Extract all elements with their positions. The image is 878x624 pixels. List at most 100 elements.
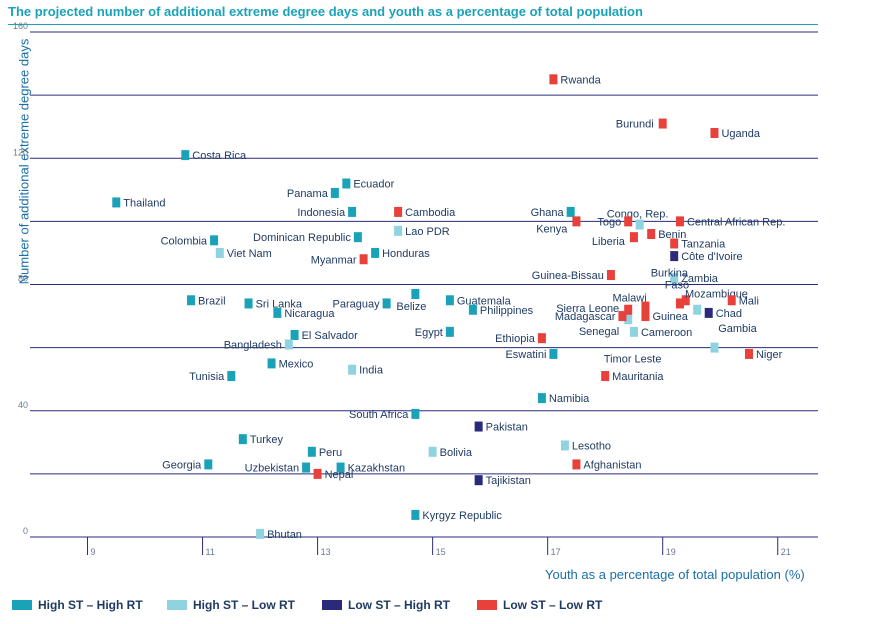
data-point bbox=[411, 509, 420, 520]
point-label: Bolivia bbox=[440, 447, 473, 459]
x-axis-label: Youth as a percentage of total populatio… bbox=[545, 567, 805, 582]
data-point bbox=[624, 304, 633, 315]
y-tick-label: 80 bbox=[18, 274, 28, 284]
point-label: Turkey bbox=[250, 434, 284, 446]
point-label: Malawi bbox=[612, 293, 646, 305]
legend: High ST – High RT High ST – Low RT Low ST … bbox=[12, 598, 632, 612]
data-point bbox=[394, 206, 403, 217]
point-label: Cambodia bbox=[405, 207, 456, 219]
data-point bbox=[215, 247, 224, 258]
chart-title: The projected number of additional extre… bbox=[8, 4, 643, 19]
point-label: Benin bbox=[658, 229, 686, 241]
data-point bbox=[313, 468, 322, 479]
data-point bbox=[474, 421, 483, 432]
point-label: Peru bbox=[319, 447, 342, 459]
y-tick-label: 120 bbox=[13, 147, 28, 157]
point-label: Togo bbox=[597, 216, 621, 228]
point-label: Indonesia bbox=[297, 207, 346, 219]
data-point bbox=[624, 314, 633, 325]
legend-label: Low ST – High RT bbox=[348, 598, 450, 612]
point-label: India bbox=[359, 365, 384, 377]
point-label: Côte d'Ivoire bbox=[681, 251, 742, 263]
point-label: Nicaragua bbox=[284, 308, 335, 320]
data-point bbox=[681, 295, 690, 306]
data-point bbox=[710, 342, 719, 353]
data-point bbox=[238, 434, 247, 445]
legend-label: Low ST – Low RT bbox=[503, 598, 603, 612]
point-label: Myanmar bbox=[311, 254, 357, 266]
point-label: Madagascar bbox=[555, 311, 616, 323]
point-label: Mauritania bbox=[612, 371, 664, 383]
point-label: Rwanda bbox=[560, 74, 601, 86]
point-label: Colombia bbox=[161, 235, 208, 247]
data-point bbox=[181, 150, 190, 161]
point-label: Afghanistan bbox=[583, 459, 641, 471]
data-point bbox=[641, 311, 650, 322]
data-point bbox=[353, 232, 362, 243]
data-point bbox=[428, 446, 437, 457]
data-point bbox=[549, 348, 558, 359]
point-label: Lao PDR bbox=[405, 226, 450, 238]
x-tick-label: 19 bbox=[666, 547, 676, 557]
legend-item: High ST – Low RT bbox=[167, 598, 322, 612]
legend-swatch bbox=[167, 600, 187, 610]
data-point bbox=[658, 118, 667, 129]
point-label: Faso bbox=[665, 279, 689, 291]
x-tick-label: 11 bbox=[206, 547, 215, 557]
data-point bbox=[411, 408, 420, 419]
point-label: Ecuador bbox=[353, 179, 394, 191]
data-point bbox=[727, 295, 736, 306]
data-point bbox=[710, 128, 719, 138]
data-point bbox=[227, 371, 236, 382]
scatter-plot: 0 40 80 120 160 9 11 13 15 17 19 21 Costa Rica Thaila… bbox=[13, 21, 818, 557]
legend-item: High ST – High RT bbox=[12, 598, 167, 612]
point-label: Bangladesh bbox=[224, 339, 282, 351]
point-label: Congo, Rep. bbox=[607, 209, 669, 221]
point-label: Belize bbox=[396, 301, 426, 313]
point-label: Sri Lanka bbox=[256, 298, 303, 310]
data-point bbox=[187, 295, 196, 306]
x-tick-label: 17 bbox=[551, 547, 561, 557]
data-point bbox=[560, 440, 569, 451]
point-label: Guinea-Bissau bbox=[532, 270, 604, 282]
data-point bbox=[210, 235, 219, 246]
point-label: Namibia bbox=[549, 393, 590, 405]
point-label: Uzbekistan bbox=[245, 463, 299, 475]
data-point bbox=[284, 339, 293, 350]
data-point bbox=[112, 197, 121, 208]
x-tick-label: 9 bbox=[91, 547, 96, 557]
point-label: Dominican Republic bbox=[253, 232, 351, 244]
data-point bbox=[606, 270, 615, 281]
legend-swatch bbox=[322, 600, 342, 610]
point-label: Brazil bbox=[198, 295, 226, 307]
point-label: South Africa bbox=[349, 409, 409, 421]
data-point bbox=[244, 298, 253, 309]
point-label: Senegal bbox=[579, 326, 619, 338]
legend-swatch bbox=[12, 600, 32, 610]
point-label: Eswatini bbox=[505, 349, 546, 361]
point-label: Burundi bbox=[616, 119, 654, 131]
point-label: Timor Leste bbox=[604, 354, 662, 366]
point-label: Tanzania bbox=[681, 238, 726, 250]
point-label: Pakistan bbox=[486, 422, 528, 434]
point-label: Egypt bbox=[415, 327, 443, 339]
data-point bbox=[629, 326, 638, 337]
data-point bbox=[670, 273, 679, 284]
data-point bbox=[618, 311, 627, 322]
legend-label: High ST – Low RT bbox=[193, 598, 295, 612]
data-point bbox=[572, 216, 581, 227]
point-label: Burkina bbox=[651, 267, 689, 279]
point-label: Tajikistan bbox=[486, 475, 531, 487]
data-point bbox=[330, 187, 339, 198]
y-tick-label: 40 bbox=[18, 400, 28, 410]
point-label: Lesotho bbox=[572, 440, 611, 452]
point-label: Costa Rica bbox=[192, 150, 247, 162]
data-point bbox=[675, 298, 684, 309]
y-tick-label: 160 bbox=[13, 21, 28, 31]
legend-item: Low ST – Low RT bbox=[477, 598, 632, 612]
point-label: Kenya bbox=[536, 223, 568, 235]
point-label: El Salvador bbox=[302, 330, 359, 342]
data-point bbox=[537, 393, 546, 404]
point-label: Honduras bbox=[382, 248, 430, 260]
data-point bbox=[371, 247, 380, 258]
